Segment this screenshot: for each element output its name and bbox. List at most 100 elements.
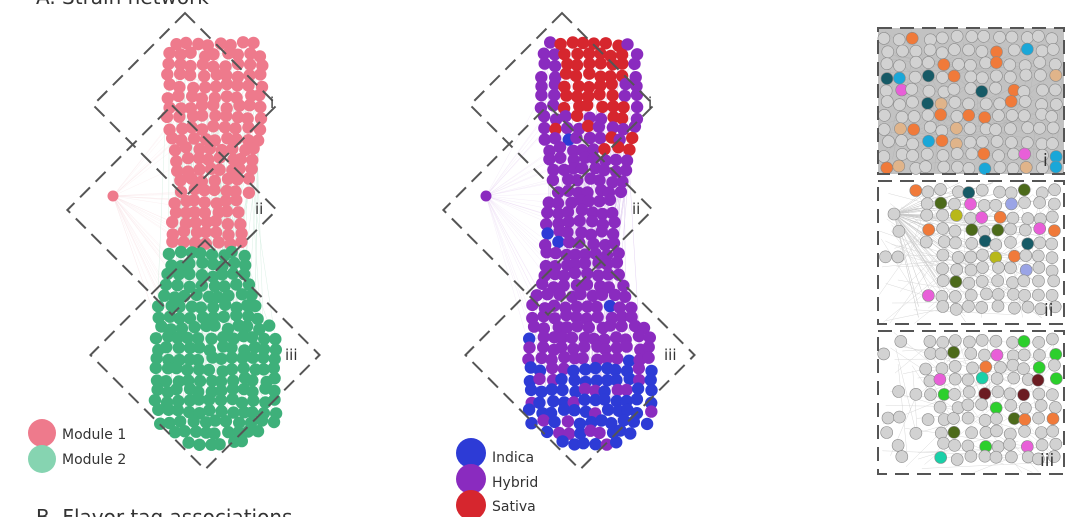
network-node (190, 226, 204, 239)
network-node (267, 361, 280, 375)
network-node (595, 414, 608, 427)
zoom-node (1005, 136, 1018, 149)
network-node (610, 331, 623, 344)
network-node (615, 112, 629, 125)
network-node (605, 417, 618, 430)
network-node (253, 123, 267, 136)
network-node (253, 323, 266, 336)
network-node (617, 101, 630, 114)
network-node (268, 372, 281, 385)
network-node (194, 247, 207, 260)
zoom-node (933, 400, 947, 414)
network-node (235, 396, 249, 409)
zoom-node (908, 70, 922, 84)
network-node (188, 206, 201, 219)
network-node (573, 214, 586, 227)
network-node (176, 122, 189, 135)
zoom-node (964, 212, 977, 225)
zoom-node (978, 111, 992, 124)
zoom-nodes (877, 29, 1063, 175)
network-node (571, 47, 584, 61)
network-node (541, 288, 554, 301)
network-node (213, 438, 226, 451)
network-node (630, 88, 644, 102)
zoom-edge (981, 38, 1032, 61)
zoom-node (1045, 288, 1059, 302)
network-node (612, 268, 625, 281)
network-node (229, 122, 242, 135)
zoom-node (977, 199, 991, 212)
network-node (582, 81, 596, 94)
network-edge (485, 159, 574, 197)
network-node (526, 298, 539, 312)
zoom-node (877, 32, 891, 45)
network-node (557, 403, 571, 416)
network-node (246, 351, 260, 364)
network-node (594, 131, 607, 145)
network-node (171, 164, 184, 178)
zoom-node (936, 335, 950, 349)
network-node (203, 404, 216, 417)
zoom-node (936, 262, 949, 276)
zoom-node (990, 45, 1003, 59)
zoom-node (963, 335, 976, 349)
network-node (181, 363, 194, 377)
zoom-node (909, 55, 923, 69)
zoom-edge (885, 38, 958, 141)
network-node (215, 352, 228, 365)
zoom-node (1007, 412, 1021, 425)
zoom-node (948, 334, 962, 347)
network-node (533, 372, 546, 386)
network-node (254, 112, 268, 125)
network-node (625, 301, 638, 314)
network-node (537, 310, 550, 323)
network-node (555, 373, 568, 386)
network-node (609, 363, 622, 377)
network-node (569, 248, 582, 261)
network-node (554, 151, 567, 164)
network-node (199, 237, 212, 250)
zoom-node (975, 45, 989, 58)
network-node (578, 257, 591, 270)
network-node (566, 36, 579, 49)
network-node (198, 69, 211, 83)
network-node (183, 280, 196, 293)
network-node (535, 80, 548, 93)
network-edge (112, 108, 182, 197)
zoom-node (1004, 186, 1018, 200)
zoom-node (936, 248, 950, 262)
region-label-i-left: i (270, 94, 274, 112)
network-node (601, 374, 614, 387)
zoom-node (907, 123, 921, 136)
zoom-node (896, 44, 909, 58)
network-node (600, 438, 613, 451)
network-node (245, 162, 258, 176)
network-node (191, 353, 205, 367)
network-node (548, 415, 561, 429)
network-node (195, 268, 209, 282)
network-node (214, 393, 228, 407)
zoom-node (1007, 287, 1020, 301)
network-node (213, 151, 226, 164)
network-node (565, 196, 578, 209)
network-node (608, 216, 621, 229)
zoom-node (1034, 302, 1048, 316)
network-node (576, 352, 589, 365)
network-node (192, 393, 206, 406)
network-node (568, 266, 582, 280)
zoom-panel-ii-border (877, 180, 1065, 325)
network-node (608, 288, 622, 302)
network-node (607, 100, 620, 113)
zoom-node (1045, 32, 1059, 46)
zoom-node (892, 224, 906, 238)
network-node (214, 375, 228, 388)
zoom-node (935, 134, 949, 147)
network-node (269, 343, 282, 356)
network-node (556, 435, 569, 448)
network-node (565, 331, 579, 344)
network-node (594, 70, 607, 83)
zoom-node (1035, 438, 1049, 452)
network-node (160, 110, 174, 124)
zoom-node (1017, 362, 1030, 376)
network-node (525, 417, 538, 430)
